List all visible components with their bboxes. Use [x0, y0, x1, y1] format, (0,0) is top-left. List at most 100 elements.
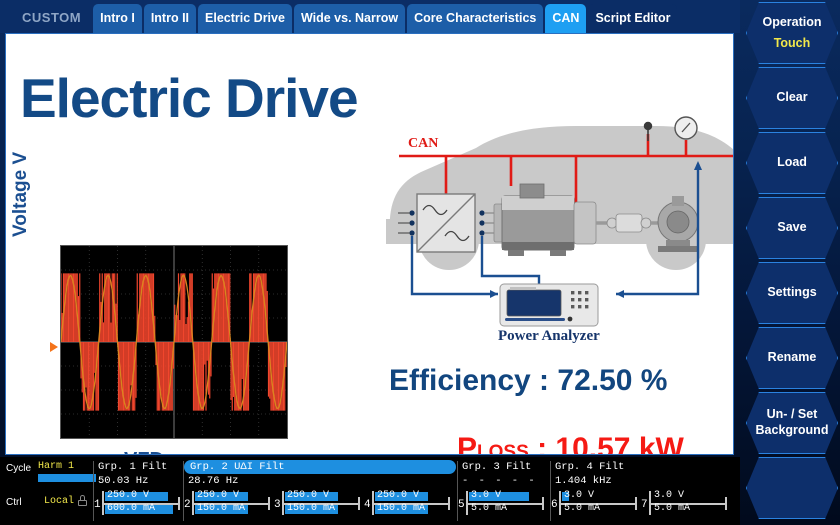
- channel-voltage-bar: [285, 492, 339, 501]
- channel-voltage-value: 250.0 V: [287, 490, 330, 501]
- channel-current-row: 150.0 mA: [285, 503, 357, 515]
- group-2-title[interactable]: Grp. 2 UΔI Filt: [184, 460, 456, 474]
- inverter-ac-wave-bottom: [444, 230, 470, 242]
- lock-icon[interactable]: [78, 495, 87, 506]
- channel-current-bar: [375, 505, 429, 514]
- channel-current-bar: [285, 505, 339, 514]
- channel-1[interactable]: 1 250.0 V 600.0 mA: [94, 490, 180, 517]
- arrow-to-analyzer-right: [616, 290, 624, 298]
- trigger-marker-icon: [50, 342, 58, 352]
- channel-end-tick: [358, 497, 360, 510]
- group-1-title[interactable]: Grp. 1 Filt: [98, 461, 168, 473]
- channel-current-value: 5.0 mA: [654, 503, 691, 514]
- tab-script-editor[interactable]: Script Editor: [588, 4, 678, 33]
- channel-current-value: 5.0 mA: [564, 503, 601, 514]
- tab-wide-vs-narrow[interactable]: Wide vs. Narrow: [293, 4, 406, 33]
- ploss-separator: :: [528, 432, 556, 455]
- group-separator: [457, 461, 458, 521]
- channel-voltage-row: 250.0 V: [285, 490, 357, 502]
- softkey-label: Rename: [767, 350, 817, 365]
- softkey-clear[interactable]: Clear: [746, 67, 838, 129]
- softkey-save[interactable]: Save: [746, 197, 838, 259]
- waveform-display[interactable]: [60, 245, 288, 439]
- softkey-load[interactable]: Load: [746, 132, 838, 194]
- channel-axis: [282, 503, 358, 505]
- cycle-value[interactable]: Harm 1: [38, 461, 75, 472]
- tabs-container: Intro I Intro II Electric Drive Wide vs. Na…: [93, 4, 679, 33]
- group-separator: [93, 461, 94, 521]
- dynamometer: [657, 196, 699, 252]
- softkey-un-set-background[interactable]: Un- / Set Background: [746, 392, 838, 454]
- channel-voltage-value: 250.0 V: [197, 490, 240, 501]
- softkey-sublabel: Touch: [773, 35, 811, 50]
- channel-voltage-value: 250.0 V: [377, 490, 420, 501]
- efficiency-label: Efficiency :: [389, 364, 558, 397]
- channel-voltage-row: 250.0 V: [375, 490, 447, 502]
- channel-axis: [649, 503, 725, 505]
- channel-voltage-value: 3.0 V: [564, 490, 595, 501]
- sensor-icon: [643, 121, 653, 131]
- channel-axis: [372, 503, 448, 505]
- channel-number: 7: [641, 499, 648, 511]
- channel-4[interactable]: 4 250.0 V 150.0 mA: [364, 490, 450, 517]
- channel-2[interactable]: 2 250.0 V 150.0 mA: [184, 490, 270, 517]
- channel-end-tick: [268, 497, 270, 510]
- tab-electric-drive[interactable]: Electric Drive: [198, 4, 292, 33]
- ploss-symbol: P: [457, 432, 478, 455]
- channel-voltage-bar: [375, 492, 429, 501]
- inverter-diagonal: [416, 193, 476, 253]
- softkey-label: Settings: [767, 285, 817, 300]
- cycle-label: Cycle: [6, 463, 32, 474]
- channel-current-value: 600.0 mA: [107, 503, 156, 514]
- tab-intro-i[interactable]: Intro I: [93, 4, 142, 33]
- channel-voltage-row: 3.0 V: [469, 490, 541, 502]
- channel-number: 3: [274, 499, 281, 511]
- tab-can[interactable]: CAN: [545, 4, 587, 33]
- inverter-ac-wave-top: [422, 204, 448, 216]
- group-3-frequency: - - - - -: [462, 475, 537, 487]
- softkey-label: Un- / Set Background: [755, 407, 829, 437]
- soft-key-sidebar: Operation Touch Clear Load Save Settings Renam…: [742, 2, 840, 523]
- channel-current-row: 150.0 mA: [195, 503, 267, 515]
- ctrl-value[interactable]: Local: [44, 496, 75, 507]
- channel-axis: [102, 503, 178, 505]
- channel-voltage-bar: [469, 492, 529, 501]
- group-1-frequency: 50.03 Hz: [98, 475, 149, 487]
- channel-5[interactable]: 5 3.0 V 5.0 mA: [458, 490, 544, 517]
- channel-number: 2: [184, 499, 191, 511]
- cycle-bar: [38, 474, 96, 482]
- channel-current-value: 5.0 mA: [471, 503, 508, 514]
- channel-current-row: 5.0 mA: [469, 503, 541, 515]
- softkey-settings[interactable]: Settings: [746, 262, 838, 324]
- custom-label: CUSTOM: [22, 10, 82, 25]
- drive-shaft-coupling: [596, 213, 660, 233]
- channel-current-value: 150.0 mA: [197, 503, 246, 514]
- channel-current-value: 150.0 mA: [287, 503, 336, 514]
- softkey-operation[interactable]: Operation Touch: [746, 2, 838, 64]
- arrow-to-can-bus: [694, 161, 702, 170]
- tab-core-characteristics[interactable]: Core Characteristics: [407, 4, 544, 33]
- arrow-to-analyzer-left: [490, 290, 498, 298]
- channel-3[interactable]: 3 250.0 V 150.0 mA: [274, 490, 360, 517]
- channel-current-row: 5.0 mA: [562, 503, 634, 515]
- channel-axis: [466, 503, 542, 505]
- channel-current-row: 150.0 mA: [375, 503, 447, 515]
- softkey-rename[interactable]: Rename: [746, 327, 838, 389]
- inverter-input-terminals: [398, 210, 415, 236]
- channel-7[interactable]: 7 3.0 V 5.0 mA: [641, 490, 727, 517]
- channel-voltage-value: 3.0 V: [471, 490, 502, 501]
- channel-number: 4: [364, 499, 371, 511]
- group-4-title[interactable]: Grp. 4 Filt: [555, 461, 625, 473]
- scope-fundamental-trace: [60, 274, 288, 410]
- channel-6[interactable]: 6 3.0 V 5.0 mA: [551, 490, 637, 517]
- efficiency-readout: Efficiency : 72.50 %: [389, 364, 667, 398]
- channel-end-tick: [725, 497, 727, 510]
- channel-current-value: 150.0 mA: [377, 503, 426, 514]
- group-3-title[interactable]: Grp. 3 Filt: [462, 461, 532, 473]
- channel-voltage-value: 3.0 V: [654, 490, 685, 501]
- tab-intro-ii[interactable]: Intro II: [143, 4, 197, 33]
- group-separator: [550, 461, 551, 521]
- softkey-empty-7[interactable]: [746, 457, 838, 519]
- group-separator: [183, 461, 184, 521]
- scope-y-axis-label: Voltage V: [10, 151, 31, 237]
